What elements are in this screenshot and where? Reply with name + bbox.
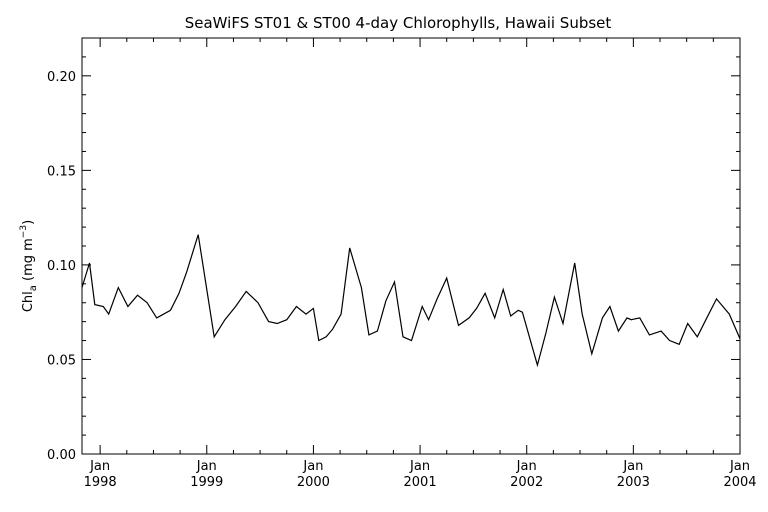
x-tick-year-label: 2002 xyxy=(510,475,543,490)
x-tick-year-label: 2004 xyxy=(723,475,756,490)
x-tick-year-label: 1998 xyxy=(84,475,117,490)
x-tick-year-label: 1999 xyxy=(190,475,223,490)
y-axis-label-unit-close: ) xyxy=(21,220,36,225)
plot-frame xyxy=(81,37,741,455)
x-axis: Jan1998Jan1999Jan2000Jan2001Jan2002Jan20… xyxy=(84,38,757,490)
x-tick-month-label: Jan xyxy=(622,459,643,474)
x-tick-month-label: Jan xyxy=(516,459,537,474)
y-tick-label: 0.15 xyxy=(47,164,76,179)
y-tick-label: 0.00 xyxy=(47,448,76,463)
x-tick-year-label: 2003 xyxy=(617,475,650,490)
x-tick-year-label: 2000 xyxy=(297,475,330,490)
x-tick-month-label: Jan xyxy=(196,459,217,474)
x-tick-month-label: Jan xyxy=(729,459,750,474)
y-axis-label-base: Chl xyxy=(21,291,36,312)
series-line xyxy=(81,234,741,368)
y-tick-label: 0.05 xyxy=(47,353,76,368)
y-axis-label-subscript: a xyxy=(28,285,39,291)
y-tick-label: 0.20 xyxy=(47,70,76,85)
chart-title: SeaWiFS ST01 & ST00 4-day Chlorophylls, … xyxy=(185,14,612,32)
x-tick-month-label: Jan xyxy=(302,459,323,474)
x-tick-year-label: 2001 xyxy=(404,475,437,490)
y-axis-label-superscript: −3 xyxy=(19,225,29,238)
x-tick-month-label: Jan xyxy=(89,459,110,474)
y-axis-label: Chla (mg m−3) xyxy=(19,220,39,312)
x-tick-month-label: Jan xyxy=(409,459,430,474)
y-axis: 0.00 0.05 0.10 0.15 0.20 xyxy=(47,37,740,463)
y-axis-label-unit: (mg m xyxy=(21,238,36,285)
y-tick-label: 0.10 xyxy=(47,259,76,274)
